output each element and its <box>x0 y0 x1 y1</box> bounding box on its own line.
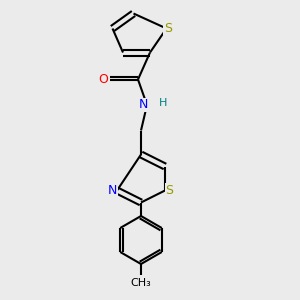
Text: S: S <box>164 22 172 35</box>
Text: CH₃: CH₃ <box>130 278 152 288</box>
Text: O: O <box>99 73 108 86</box>
Text: N: N <box>108 184 117 197</box>
Text: S: S <box>166 184 173 197</box>
Text: H: H <box>159 98 168 108</box>
Text: N: N <box>139 98 148 112</box>
